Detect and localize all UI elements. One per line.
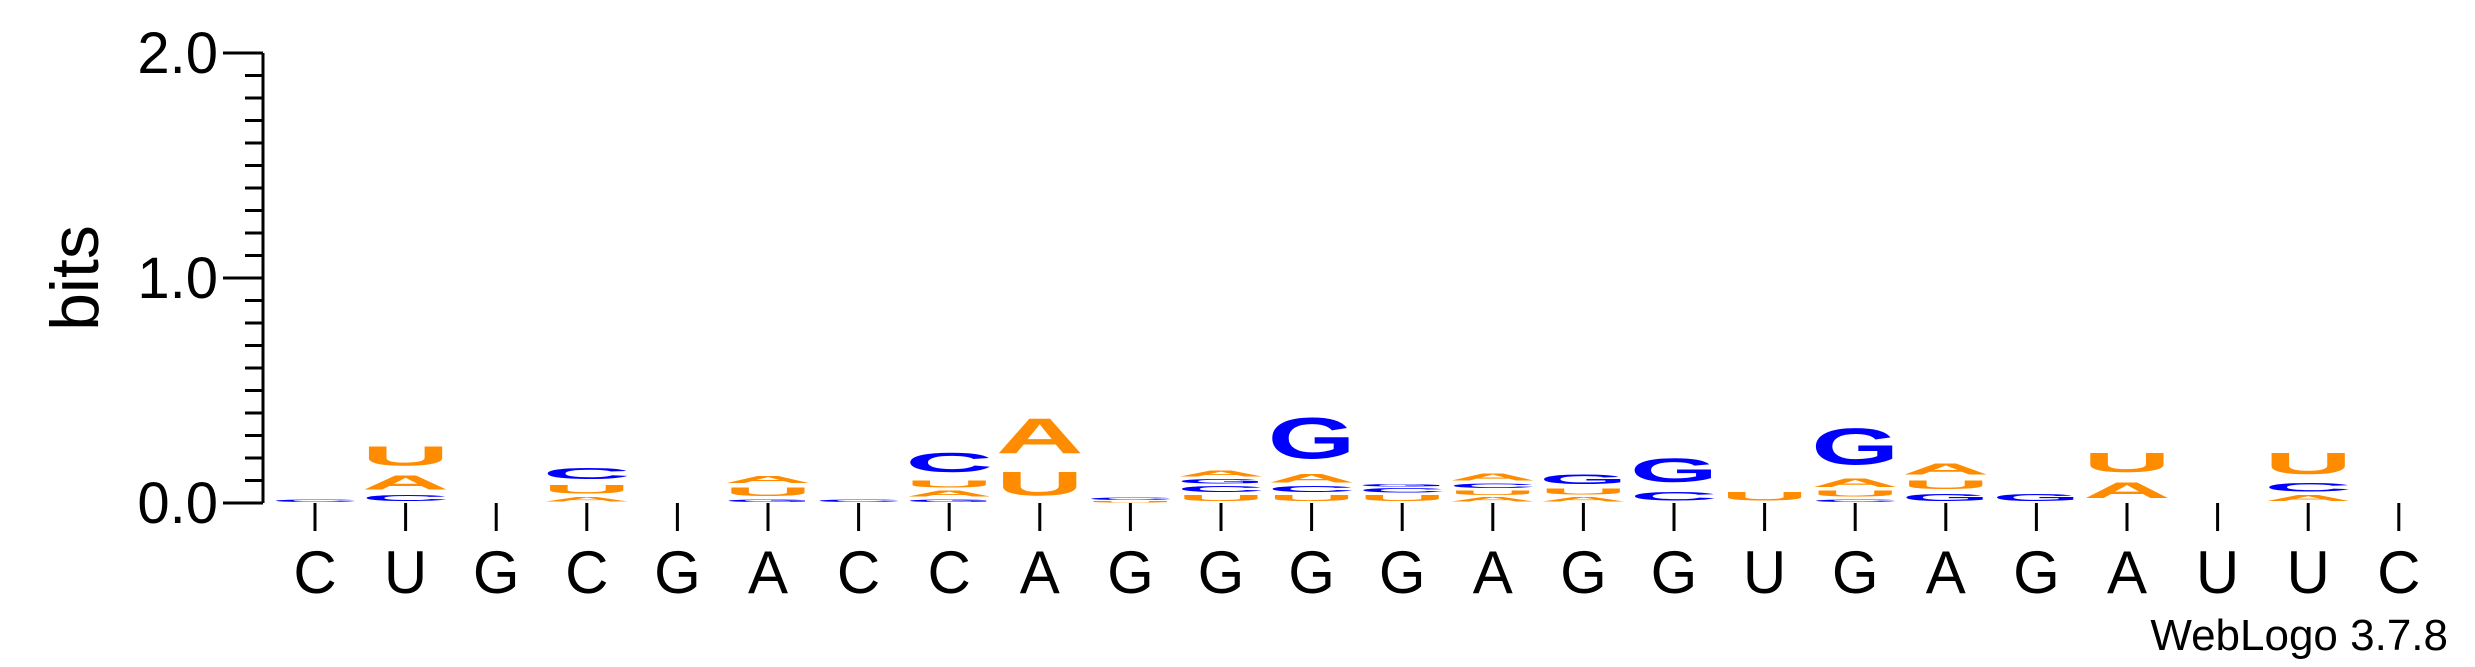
x-tick-label: G [473, 539, 520, 606]
y-axis: 0.0 1.0 2.0 [137, 21, 265, 536]
logo-letter-a: A [1449, 472, 1537, 483]
y-tick-label: 0.0 [137, 471, 218, 536]
x-tick-label: A [1926, 539, 1966, 606]
logo-letter-a: A [1268, 472, 1356, 485]
y-tick-label: 2.0 [137, 21, 218, 86]
logo-letter-c: C [815, 499, 903, 503]
logo-letter-a: A [1539, 496, 1627, 503]
logo-letter-u: U [2264, 447, 2352, 481]
x-tick-label: A [1473, 539, 1513, 606]
logo-letter-a: A [2083, 478, 2171, 503]
logo-letter-u: U [905, 478, 993, 489]
logo-letter-c: C [1268, 485, 1356, 494]
logo-letter-a: A [2264, 494, 2352, 503]
logo-letter-a: A [724, 474, 812, 485]
x-tick-label: U [384, 539, 427, 606]
logo-letter-a: A [543, 496, 631, 503]
logo-letter-c: C [1358, 487, 1446, 494]
logo-letter-c: C [1449, 483, 1537, 490]
x-tick-label: U [1743, 539, 1786, 606]
x-tick-label: G [1651, 539, 1698, 606]
x-tick-label: U [2287, 539, 2330, 606]
x-tick-label: G [2013, 539, 2060, 606]
logo-letter-u: U [1086, 501, 1174, 503]
logo-letter-c: C [1086, 496, 1174, 500]
logo-letter-a: A [362, 471, 450, 494]
x-tick-label: A [748, 539, 788, 606]
logo-letter-u: U [1449, 490, 1537, 497]
logo-letter-g: G [1539, 472, 1627, 488]
logo-letter-u: U [724, 485, 812, 498]
x-tick-label: G [1832, 539, 1879, 606]
logo-letter-u: U [1358, 494, 1446, 503]
x-tick-label: G [654, 539, 701, 606]
logo-letter-a: A [1902, 460, 1990, 478]
x-tick-label: G [1198, 539, 1245, 606]
logo-letter-u: U [1539, 487, 1627, 496]
weblogo-version-label: WebLogo 3.7.8 [2150, 611, 2448, 660]
x-tick-label: G [1288, 539, 1335, 606]
logo-letter-c: C [1630, 490, 1718, 503]
logo-letter-a: A [1177, 469, 1265, 478]
logo-letter-c: C [905, 447, 993, 478]
logo-letter-u: U [996, 465, 1084, 503]
logo-letter-g: G [1902, 492, 1990, 503]
logo-letter-a: A [905, 490, 993, 499]
logo-letter-u: U [1902, 478, 1990, 491]
logo-letter-u: U [1721, 490, 1809, 503]
logo-letter-u: U [1177, 494, 1265, 503]
x-tick-label: C [565, 539, 608, 606]
x-tick-label: A [2107, 539, 2147, 606]
x-tick-label: C [837, 539, 880, 606]
logo-letter-u: U [362, 440, 450, 471]
x-tick-label: C [2377, 539, 2420, 606]
logo-letter-c: C [271, 499, 359, 503]
logo-letter-c: C [362, 494, 450, 503]
logo-letter-g: G [1358, 483, 1446, 487]
logo-letter-g: G [1268, 407, 1356, 472]
x-tick-label: C [928, 539, 971, 606]
x-tick-label: A [1020, 539, 1060, 606]
logo-letter-g: G [1811, 417, 1899, 476]
logo-letter-g: G [1630, 451, 1718, 489]
logo-letter-a: A [1449, 496, 1537, 503]
logo-letter-u: U [1268, 494, 1356, 503]
logo-letter-g: G [905, 499, 993, 503]
logo-letter-a: A [1811, 476, 1899, 489]
logo-letter-c: C [543, 465, 631, 483]
x-tick-label: G [1560, 539, 1607, 606]
logo-letter-u: U [2083, 447, 2171, 478]
x-tick-label: C [293, 539, 336, 606]
logo-letter-c: C [1177, 485, 1265, 494]
logo-letter-c: C [2264, 481, 2352, 494]
logo-letter-c: C [1811, 499, 1899, 503]
y-tick-label: 1.0 [137, 246, 218, 311]
x-tick-label: U [2196, 539, 2239, 606]
logo-letter-u: U [1811, 490, 1899, 499]
x-tick-label: G [1107, 539, 1154, 606]
logo-letter-g: G [1992, 492, 2080, 503]
y-axis-title: bits [37, 225, 113, 331]
logo-letter-u: U [543, 483, 631, 496]
logo-letter-a: A [996, 408, 1084, 464]
logo-letter-g: G [1177, 478, 1265, 485]
logo-letter-g: G [724, 499, 812, 503]
x-tick-label: G [1379, 539, 1426, 606]
